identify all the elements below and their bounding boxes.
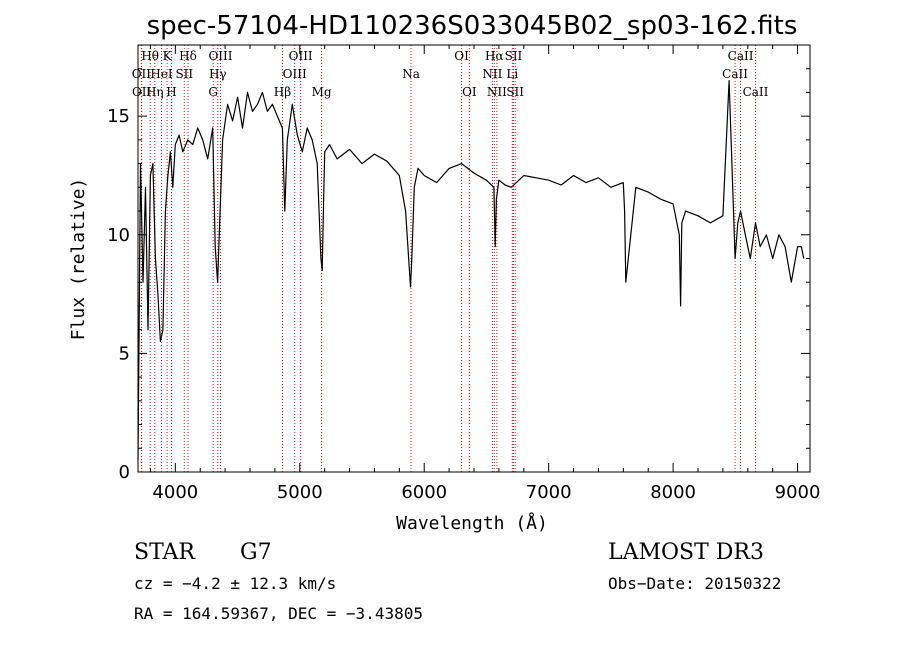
observation-date: Obs−Date: 20150322 — [608, 574, 782, 593]
spectral-line-label: Li — [506, 67, 518, 81]
spectral-line-label: Mg — [312, 85, 332, 99]
spectral-line-label: SII — [506, 85, 524, 99]
spectral-line-label: OI — [462, 85, 477, 99]
spectral-line-label: OIII — [208, 49, 232, 63]
spectral-line-label: CaII — [728, 49, 754, 63]
object-subclass: G7 — [240, 540, 272, 565]
spectral-line-markers — [140, 45, 756, 472]
spectrum-line — [137, 79, 805, 461]
y-axis-label: Flux (relative) — [68, 178, 89, 341]
plot-frame — [137, 44, 811, 473]
spectral-line-label: Hθ — [141, 49, 159, 63]
spectral-line-label: OIII — [283, 67, 307, 81]
spectral-line-label: Hβ — [274, 85, 291, 99]
spectral-line-label: Hγ — [209, 67, 227, 81]
spectral-line-label: CaII — [743, 85, 769, 99]
spectrum-series — [137, 79, 805, 461]
survey-name: LAMOST DR3 — [608, 540, 764, 565]
spectral-line-label: SII — [505, 49, 523, 63]
spectral-line-label: Hη — [146, 85, 164, 99]
spectral-line-label: CaII — [722, 67, 748, 81]
redshift-value: cz = −4.2 ± 12.3 km/s — [134, 574, 337, 593]
x-tick-label: 5000 — [277, 482, 323, 503]
x-tick-label: 8000 — [650, 482, 696, 503]
y-tick-label: 15 — [107, 106, 130, 127]
spectral-line-label: K — [163, 49, 173, 63]
y-tick-label: 0 — [119, 462, 130, 483]
axes: 4000 5000 6000 7000 8000 9000 0 5 10 15 — [107, 44, 821, 503]
spectral-line-label: SII — [175, 67, 193, 81]
spectral-line-label: Hδ — [179, 49, 197, 63]
spectral-line-label: HeI — [150, 67, 173, 81]
spectral-line-label: OII — [132, 67, 152, 81]
x-axis-label: Wavelength (Å) — [396, 512, 548, 534]
spectral-line-label: OIII — [289, 49, 313, 63]
x-tick-label: 4000 — [152, 482, 198, 503]
spectral-line-label: NII — [482, 67, 502, 81]
spectral-line-label: OI — [454, 49, 469, 63]
spectral-line-label: G — [208, 85, 218, 99]
object-class: STAR — [134, 540, 195, 565]
spectral-line-label: Na — [402, 67, 420, 81]
x-tick-label: 9000 — [775, 482, 821, 503]
y-tick-label: 10 — [107, 225, 130, 246]
y-tick-label: 5 — [119, 343, 130, 364]
chart-title: spec-57104-HD110236S033045B02_sp03-162.f… — [147, 11, 798, 41]
x-tick-label: 7000 — [526, 482, 572, 503]
x-tick-label: 6000 — [401, 482, 447, 503]
spectral-line-label: NII — [487, 85, 507, 99]
coordinates: RA = 164.59367, DEC = −3.43805 — [134, 604, 423, 623]
spectral-line-label: Hα — [485, 49, 504, 63]
spectral-line-label: H — [166, 85, 176, 99]
